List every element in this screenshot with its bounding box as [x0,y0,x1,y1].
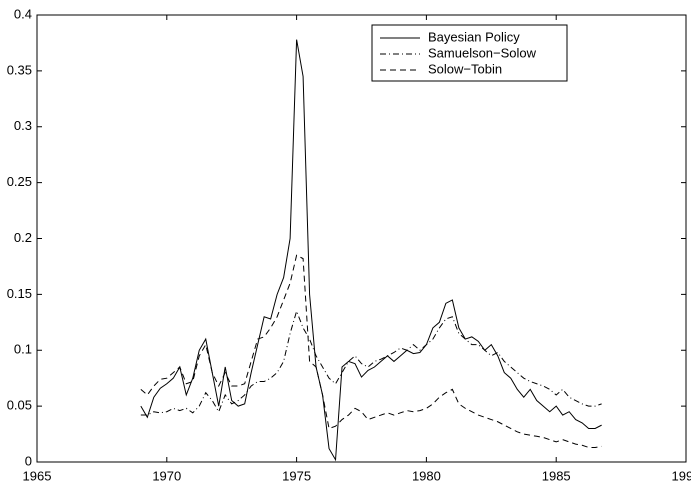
series-line [140,39,602,462]
y-tick-label: 0.15 [7,286,32,301]
y-tick-label: 0.3 [14,118,32,133]
y-tick-label: 0.2 [14,230,32,245]
legend-label: Samuelson−Solow [428,45,537,60]
x-tick-label: 1990 [672,468,691,483]
series-line [140,254,602,448]
x-tick-label: 1965 [23,468,52,483]
legend-label: Bayesian Policy [428,29,520,44]
y-tick-label: 0.05 [7,398,32,413]
x-tick-label: 1985 [542,468,571,483]
x-tick-label: 1970 [152,468,181,483]
plot-frame [36,14,687,463]
y-tick-label: 0.25 [7,174,32,189]
series-line [140,309,602,416]
x-tick-label: 1975 [282,468,311,483]
y-tick-label: 0 [25,453,32,468]
x-tick-label: 1980 [412,468,441,483]
y-tick-label: 0.35 [7,62,32,77]
legend-box [371,24,568,82]
y-tick-label: 0.1 [14,342,32,357]
legend-label: Solow−Tobin [428,61,502,76]
y-tick-label: 0.4 [14,6,32,21]
